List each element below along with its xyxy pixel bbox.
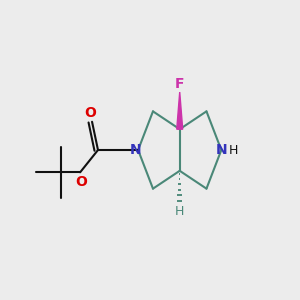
Text: N: N	[130, 143, 142, 157]
Text: O: O	[85, 106, 97, 120]
Text: N: N	[215, 143, 227, 157]
Text: H: H	[175, 205, 184, 218]
Polygon shape	[177, 92, 183, 129]
Text: F: F	[175, 77, 184, 91]
Text: O: O	[76, 175, 88, 189]
Text: H: H	[229, 143, 239, 157]
